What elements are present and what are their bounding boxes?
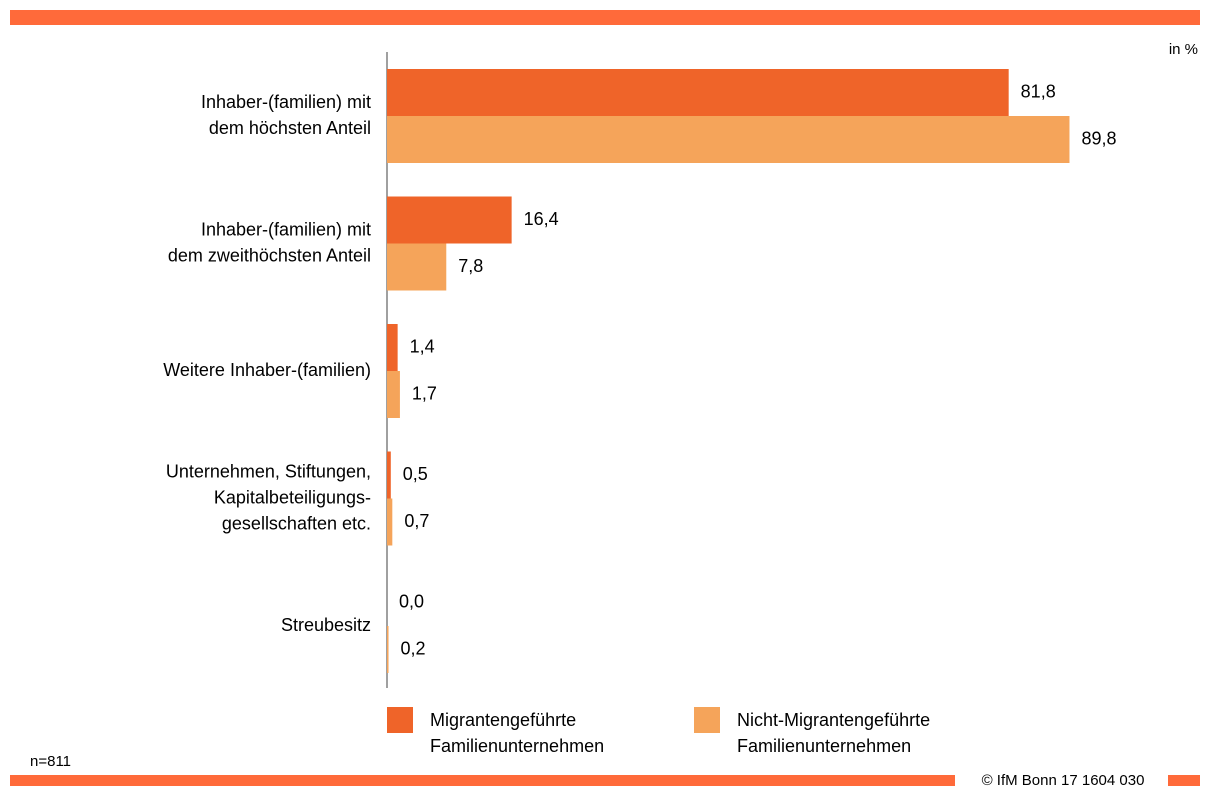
category-label: gesellschaften etc. — [222, 513, 371, 533]
bar — [387, 498, 393, 546]
sample-note: n=811 — [30, 753, 71, 770]
bar — [387, 451, 391, 499]
category-label: Inhaber-(familien) mit — [201, 219, 371, 239]
value-label: 0,2 — [401, 638, 426, 658]
value-label: 7,8 — [458, 256, 483, 276]
legend-label: Familienunternehmen — [737, 736, 911, 756]
unit-note: in % — [1169, 41, 1198, 58]
category-label: Unternehmen, Stiftungen, — [166, 461, 371, 481]
legend-swatch — [387, 707, 413, 733]
value-label: 1,7 — [412, 383, 437, 403]
legend-label: Nicht-Migrantengeführte — [737, 710, 930, 730]
bar — [387, 324, 398, 371]
category-label: Streubesitz — [281, 615, 371, 635]
bar — [387, 243, 447, 291]
bottom-band-end — [1168, 775, 1200, 786]
value-label: 16,4 — [524, 209, 559, 229]
bar — [387, 69, 1009, 116]
value-label: 0,0 — [399, 591, 424, 611]
category-label: dem höchsten Anteil — [209, 118, 371, 138]
value-label: 81,8 — [1021, 81, 1056, 101]
legend-label: Familienunternehmen — [430, 736, 604, 756]
bottom-band — [10, 775, 955, 786]
legend-swatch — [694, 707, 720, 733]
legend-label: Migrantengeführte — [430, 710, 576, 730]
category-label: dem zweithöchsten Anteil — [168, 245, 371, 265]
bar — [387, 371, 400, 418]
category-label: Inhaber-(familien) mit — [201, 92, 371, 112]
category-label: Weitere Inhaber-(familien) — [163, 360, 371, 380]
value-label: 0,5 — [403, 464, 428, 484]
value-label: 0,7 — [404, 511, 429, 531]
bar — [387, 116, 1070, 163]
copyright: © IfM Bonn 17 1604 030 — [982, 772, 1145, 789]
bar — [387, 626, 389, 673]
value-label: 89,8 — [1081, 128, 1116, 148]
value-label: 1,4 — [410, 336, 435, 356]
category-label: Kapitalbeteiligungs- — [214, 487, 371, 507]
bar — [387, 196, 512, 244]
top-band — [10, 10, 1200, 25]
